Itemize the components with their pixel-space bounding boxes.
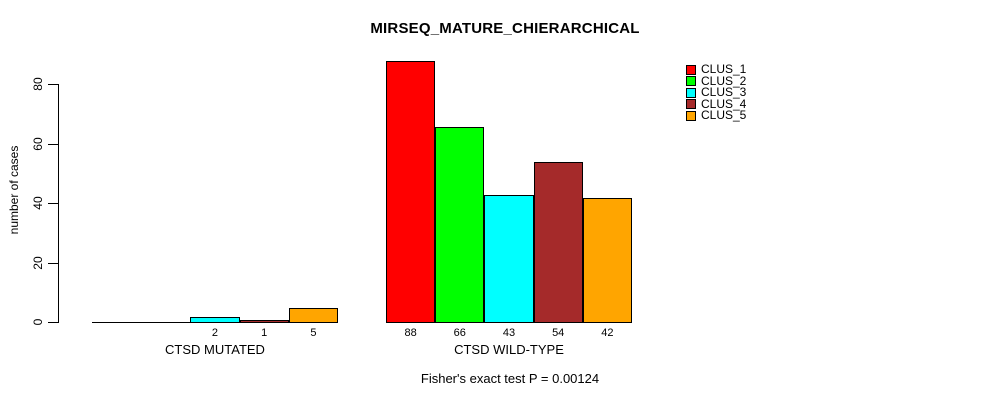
annotation-fishers-test: Fisher's exact test P = 0.00124 <box>420 371 600 386</box>
bar-value-label: 54 <box>552 327 565 339</box>
x-group-label-ctsd-mutated: CTSD MUTATED <box>165 342 265 357</box>
bar-value-label: 2 <box>211 327 219 339</box>
x-group-label-ctsd-wild-type: CTSD WILD-TYPE <box>454 342 564 357</box>
bar-clus_5-group1 <box>288 308 338 323</box>
bar-clus_3-group2 <box>484 195 534 323</box>
bar-value-label: 5 <box>310 327 317 339</box>
y-tick-label: 40 <box>31 196 45 210</box>
bar-value-label: 43 <box>502 327 516 339</box>
bar-value-label: 42 <box>601 327 614 339</box>
y-tick-mark <box>48 262 58 264</box>
y-tick-mark <box>48 322 58 323</box>
legend-swatch-clus_5 <box>686 110 696 121</box>
bar-value-label: 88 <box>404 327 417 339</box>
legend-item-clus_5: CLUS_5 <box>686 108 747 122</box>
legend-swatch-clus_1 <box>686 64 696 75</box>
legend-swatch-clus_3 <box>686 87 696 98</box>
bar-clus_2-group2 <box>435 127 485 323</box>
y-axis-line <box>58 84 59 323</box>
y-tick-label: 20 <box>31 255 45 270</box>
bar-clus_3-group1 <box>190 317 240 323</box>
y-tick-mark <box>48 84 58 85</box>
bar-value-label: 1 <box>261 327 268 339</box>
legend-label-clus_2: CLUS_2 <box>701 73 747 88</box>
legend-item-clus_1: CLUS_1 <box>686 62 747 76</box>
y-tick-mark <box>48 203 58 204</box>
chart-title: MIRSEQ_MATURE_CHIERARCHICAL <box>370 20 640 37</box>
bar-clus_5-group2 <box>582 198 632 323</box>
y-tick-label: 60 <box>31 136 45 151</box>
legend-label-clus_4: CLUS_4 <box>701 96 747 111</box>
legend-item-clus_4: CLUS_4 <box>686 96 747 111</box>
legend-item-clus_3: CLUS_3 <box>686 85 747 99</box>
legend-label-clus_1: CLUS_1 <box>701 62 747 76</box>
bar-clus_4-group1 <box>239 320 289 323</box>
bar-value-label: 66 <box>453 327 466 339</box>
y-tick-label: 0 <box>31 318 45 326</box>
legend-item-clus_2: CLUS_2 <box>686 73 747 88</box>
bar-clus_4-group2 <box>533 162 583 323</box>
legend: CLUS_1 CLUS_2 CLUS_3 CLUS_4 CLUS_5 <box>686 62 747 122</box>
legend-label-clus_3: CLUS_3 <box>701 85 747 99</box>
legend-swatch-clus_4 <box>686 99 696 110</box>
y-tick-label: 80 <box>31 77 45 91</box>
legend-swatch-clus_2 <box>686 76 696 87</box>
y-tick-mark <box>48 143 58 145</box>
y-axis-title: number of cases <box>7 145 21 235</box>
bar-clus_1-group2 <box>386 61 436 323</box>
legend-label-clus_5: CLUS_5 <box>701 108 747 122</box>
